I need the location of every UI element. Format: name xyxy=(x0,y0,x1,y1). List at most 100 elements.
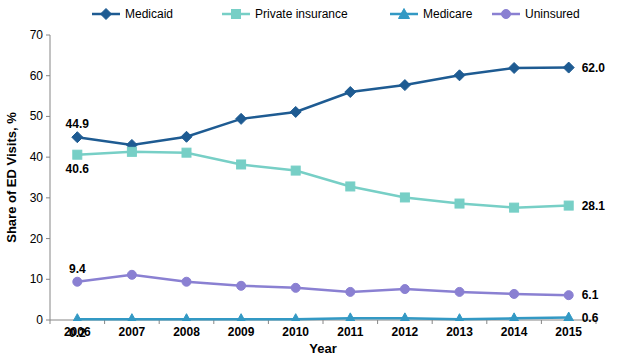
legend-label: Medicaid xyxy=(125,7,173,21)
point-marker xyxy=(564,291,573,300)
x-tick-label: 2013 xyxy=(446,325,473,339)
plot-marks xyxy=(72,62,574,321)
point-marker xyxy=(236,113,247,124)
y-axis-title: Share of ED Visits, % xyxy=(4,112,19,243)
point-marker xyxy=(291,166,300,175)
y-tick xyxy=(46,279,50,280)
legend-marker xyxy=(232,10,241,19)
data-label: 0.6 xyxy=(582,311,599,325)
point-marker xyxy=(509,62,520,73)
y-tick-label: 50 xyxy=(30,109,44,123)
y-tick xyxy=(46,75,50,76)
point-marker xyxy=(346,287,355,296)
y-tick xyxy=(46,35,50,36)
data-label: 6.1 xyxy=(582,288,599,302)
point-marker xyxy=(291,283,300,292)
x-tick xyxy=(377,320,378,324)
point-marker xyxy=(236,314,247,321)
point-marker xyxy=(345,313,356,321)
point-marker xyxy=(510,289,519,298)
x-tick-label: 2011 xyxy=(337,325,363,339)
y-tick-label: 20 xyxy=(30,232,44,246)
x-tick xyxy=(323,320,324,324)
y-tick-label: 70 xyxy=(30,28,44,42)
data-label: 44.9 xyxy=(66,117,90,131)
point-marker xyxy=(290,106,301,117)
legend-marker xyxy=(399,9,410,19)
legend-entry: Uninsured xyxy=(492,7,580,21)
y-tick-label: 10 xyxy=(30,272,44,286)
data-label: 0.2 xyxy=(69,326,86,340)
legend-marker xyxy=(101,9,112,20)
point-marker xyxy=(454,314,465,321)
point-marker xyxy=(181,131,192,142)
point-marker xyxy=(237,281,246,290)
y-tick xyxy=(46,197,50,198)
point-marker xyxy=(72,314,83,321)
legend-label: Private insurance xyxy=(255,7,348,21)
point-marker xyxy=(399,80,410,91)
point-marker xyxy=(126,314,137,321)
x-axis-title: Year xyxy=(309,341,336,356)
point-marker xyxy=(563,62,574,73)
data-label: 9.4 xyxy=(69,262,86,276)
point-marker xyxy=(127,147,136,156)
x-tick-label: 2015 xyxy=(555,325,582,339)
point-marker xyxy=(73,277,82,286)
series-line xyxy=(77,68,568,145)
chart-svg: 0102030405060702006200720082009201020112… xyxy=(0,0,618,360)
y-tick xyxy=(46,157,50,158)
point-marker xyxy=(509,313,520,321)
x-tick xyxy=(432,320,433,324)
point-marker xyxy=(454,70,465,81)
y-tick-label: 40 xyxy=(30,150,44,164)
point-marker xyxy=(182,277,191,286)
x-tick xyxy=(541,320,542,324)
point-marker xyxy=(399,313,410,321)
x-tick-label: 2009 xyxy=(228,325,255,339)
data-label: 28.1 xyxy=(582,199,606,213)
data-label: 40.6 xyxy=(66,162,90,176)
series-line xyxy=(77,318,568,320)
point-marker xyxy=(345,87,356,98)
legend-entry: Private insurance xyxy=(222,7,348,21)
point-marker xyxy=(400,193,409,202)
x-tick xyxy=(268,320,269,324)
y-tick-label: 0 xyxy=(36,313,43,327)
x-tick xyxy=(213,320,214,324)
x-tick xyxy=(486,320,487,324)
point-marker xyxy=(73,150,82,159)
point-marker xyxy=(564,201,573,210)
point-marker xyxy=(510,203,519,212)
point-marker xyxy=(237,160,246,169)
legend-entry: Medicaid xyxy=(92,7,173,21)
legend-entry: Medicare xyxy=(390,7,473,21)
x-tick-label: 2007 xyxy=(119,325,146,339)
x-tick-label: 2012 xyxy=(392,325,419,339)
point-marker xyxy=(455,287,464,296)
x-tick xyxy=(104,320,105,324)
point-marker xyxy=(127,270,136,279)
point-marker xyxy=(181,314,192,321)
point-marker xyxy=(346,182,355,191)
point-marker xyxy=(290,314,301,321)
x-tick xyxy=(50,320,51,324)
legend-label: Uninsured xyxy=(525,7,580,21)
chart-container: 0102030405060702006200720082009201020112… xyxy=(0,0,618,360)
y-tick-label: 60 xyxy=(30,69,44,83)
y-tick xyxy=(46,320,50,321)
point-marker xyxy=(72,132,83,143)
point-marker xyxy=(563,312,574,321)
series-line xyxy=(77,152,568,208)
x-tick-label: 2008 xyxy=(173,325,200,339)
y-tick xyxy=(46,116,50,117)
y-tick xyxy=(46,238,50,239)
point-marker xyxy=(400,285,409,294)
y-axis-line xyxy=(50,35,51,320)
x-tick-label: 2010 xyxy=(282,325,309,339)
point-marker xyxy=(455,199,464,208)
y-tick-label: 30 xyxy=(30,191,44,205)
data-label: 62.0 xyxy=(582,61,606,75)
point-marker xyxy=(182,148,191,157)
x-tick xyxy=(159,320,160,324)
